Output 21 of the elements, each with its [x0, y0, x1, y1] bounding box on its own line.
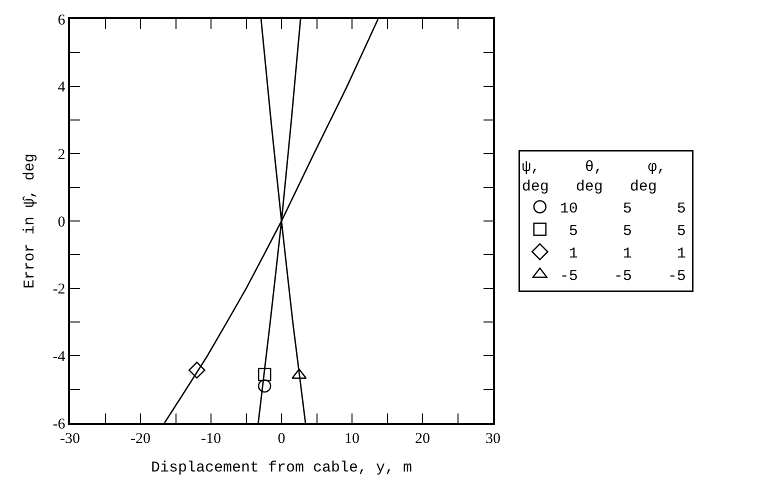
y-tick-label: -4: [52, 348, 66, 365]
legend-label: 1 1 1: [560, 246, 686, 263]
y-axis-title: Error in ψ̂, deg: [22, 153, 38, 289]
x-tick-label: -10: [201, 430, 221, 447]
legend-label: 10 5 5: [560, 200, 686, 218]
x-tick-label: -20: [130, 430, 150, 447]
x-tick-label: 10: [344, 430, 360, 447]
x-tick-label: 30: [486, 430, 500, 447]
y-tick-label: -6: [52, 416, 66, 432]
x-tick-label: 0: [278, 430, 286, 447]
legend-label: -5 -5 -5: [560, 268, 686, 286]
y-tick-label: 6: [58, 12, 66, 28]
y-tick-label: 0: [58, 214, 66, 230]
x-axis-title: Displacement from cable, y, m: [150, 459, 412, 476]
y-tick-label: 4: [58, 80, 66, 96]
legend-label: 5 5 5: [560, 223, 686, 240]
y-tick-label: -2: [52, 282, 66, 298]
x-tick-label: 20: [415, 430, 430, 447]
y-tick-label: 2: [58, 146, 66, 163]
x-tick-label: -30: [60, 430, 80, 447]
legend-title: ψ, θ, φ, deg deg deg: [522, 159, 666, 196]
